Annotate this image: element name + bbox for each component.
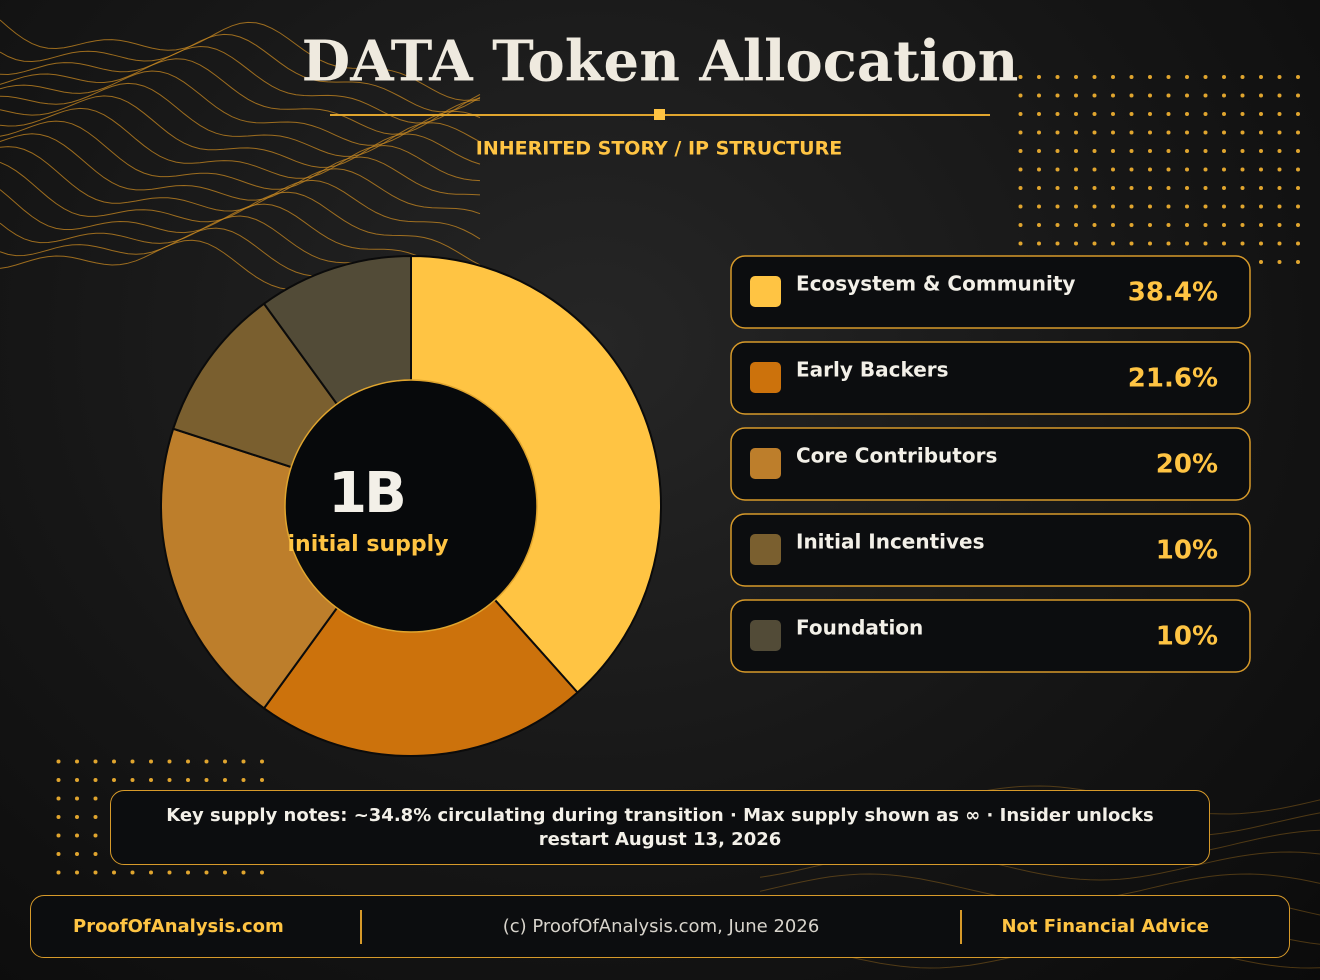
- legend-label: Core Contributors: [796, 444, 997, 468]
- separator: [360, 910, 362, 944]
- center-label: initial supply: [288, 532, 449, 557]
- legend-value: 10%: [1156, 622, 1218, 652]
- decor-wave: [0, 146, 481, 240]
- decor-wave: [0, 82, 481, 157]
- legend-value: 10%: [1156, 536, 1218, 566]
- legend-swatch: [750, 534, 781, 565]
- legend-label: Ecosystem & Community: [796, 272, 1075, 296]
- dot-grid: [1018, 68, 1303, 276]
- decor-wave: [0, 161, 481, 266]
- legend-swatch: [750, 276, 781, 307]
- legend-label: Early Backers: [796, 358, 949, 382]
- legend-value: 21.6%: [1128, 364, 1218, 394]
- decor-wave: [0, 95, 481, 168]
- donut-hole: [284, 379, 538, 633]
- center-value: 1B: [328, 461, 404, 526]
- slice: [410, 254, 662, 694]
- footer-left: ProofOfAnalysis.com: [73, 916, 284, 937]
- decor-wave: [0, 120, 481, 196]
- legend-swatch: [750, 448, 781, 479]
- decor-wave: [0, 70, 481, 146]
- footer: ProofOfAnalysis.com (c) ProofOfAnalysis.…: [30, 895, 1290, 958]
- legend-item: [730, 599, 1251, 673]
- legend-value: 38.4%: [1128, 278, 1218, 308]
- title: DATA Token Allocation: [302, 29, 1019, 95]
- legend-label: Initial Incentives: [796, 530, 985, 554]
- legend-item: [730, 513, 1251, 587]
- decor-wave: [0, 33, 481, 113]
- decor-wave: [0, 189, 481, 283]
- title-rule-marker: [654, 109, 665, 120]
- footer-center: (c) ProofOfAnalysis.com, June 2026: [502, 916, 820, 937]
- legend-swatch: [750, 362, 781, 393]
- decor-wave: [0, 133, 481, 215]
- legend-item: [730, 341, 1251, 415]
- notes: Key supply notes: ~34.8% circulating dur…: [110, 790, 1210, 865]
- decor-wave: [0, 45, 481, 124]
- legend-value: 20%: [1156, 450, 1218, 480]
- legend: Ecosystem & Community 38.4% Early Backers 2…: [730, 255, 1251, 673]
- legend-item: [730, 427, 1251, 501]
- subtitle: INHERITED STORY / IP STRUCTURE: [476, 138, 842, 160]
- separator: [960, 910, 962, 944]
- decor-wave: [0, 107, 481, 182]
- legend-item: [730, 255, 1251, 329]
- legend-label: Foundation: [796, 616, 923, 640]
- footer-right: Not Financial Advice: [1001, 916, 1209, 937]
- legend-swatch: [750, 620, 781, 651]
- decor-wave: [0, 19, 481, 101]
- decor-wave: [0, 58, 481, 135]
